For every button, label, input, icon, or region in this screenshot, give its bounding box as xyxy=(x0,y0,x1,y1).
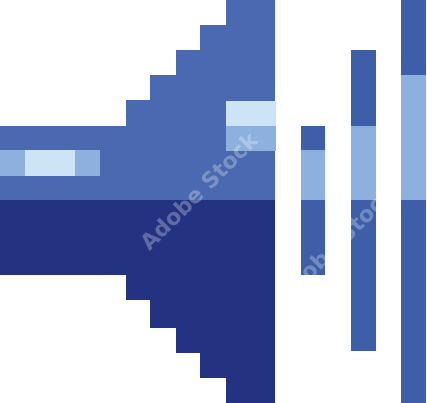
sound-wave-bar-medium xyxy=(351,50,376,351)
sound-wave-bar-large xyxy=(401,0,426,403)
sound-wave-bar-small xyxy=(301,126,325,275)
speaker-cone-highlight xyxy=(226,101,276,126)
watermark-text-2: Adobe Stock xyxy=(272,181,401,310)
speaker-handle xyxy=(0,126,126,275)
sound-waves xyxy=(301,0,426,403)
speaker-handle-lower xyxy=(0,200,126,275)
speaker-cone-lower xyxy=(126,200,275,403)
speaker-handle-highlight xyxy=(25,150,75,176)
speaker-cone-light-band xyxy=(226,126,276,151)
speaker-cone-upper xyxy=(126,0,275,200)
speaker-cone xyxy=(126,0,276,403)
